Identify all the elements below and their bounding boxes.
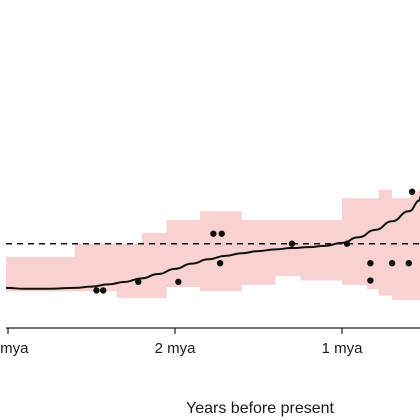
data-point: [388, 259, 396, 267]
data-point: [210, 230, 217, 237]
data-point: [93, 287, 100, 294]
data-point: [367, 259, 374, 267]
x-axis-ticks: 3 mya 2 mya 1 mya: [0, 328, 363, 357]
data-points: [93, 188, 420, 294]
data-point: [216, 259, 224, 267]
confidence-band-area: [6, 189, 420, 300]
data-point: [408, 188, 416, 195]
x-tick-label: 3 mya: [0, 340, 29, 357]
x-tick-label: 1 mya: [322, 340, 364, 357]
fitted-trend-line: [5, 199, 420, 290]
x-axis-title: Years before present: [186, 400, 335, 417]
data-point: [405, 259, 412, 267]
data-point: [99, 287, 107, 294]
data-point: [218, 230, 225, 237]
data-point: [288, 240, 296, 247]
data-point: [367, 277, 374, 284]
x-tick-label: 2 mya: [155, 340, 197, 357]
data-point: [175, 278, 182, 286]
confidence-band: [6, 189, 420, 300]
data-point: [135, 278, 142, 286]
data-point: [343, 240, 351, 247]
